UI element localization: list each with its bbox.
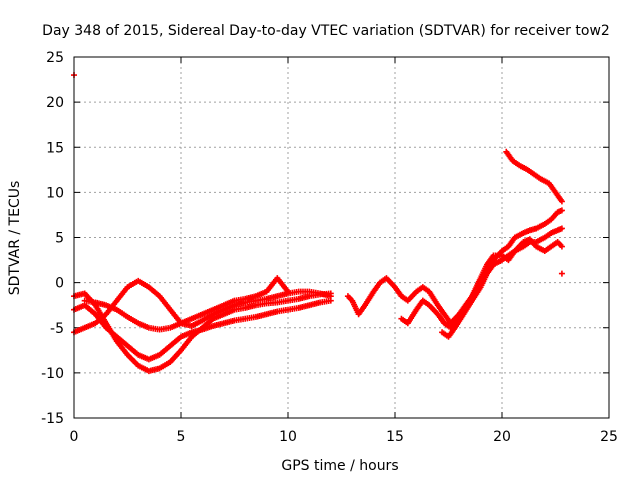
x-tick-label: 10 (279, 429, 297, 445)
y-tick-label: 10 (46, 185, 64, 201)
chart-title: Day 348 of 2015, Sidereal Day-to-day VTE… (42, 23, 610, 39)
data-point-track-f (558, 243, 565, 250)
y-tick-label: -15 (41, 411, 64, 427)
y-tick-label: 20 (46, 95, 64, 111)
y-tick-label: 25 (46, 50, 64, 66)
plot-frame (73, 56, 610, 419)
x-tick-label: 0 (70, 429, 79, 445)
y-tick-label: 15 (46, 140, 64, 156)
data-point-outliers (558, 270, 565, 277)
y-tick-labels: -15 -10 -5 0 5 10 15 20 25 (41, 50, 64, 427)
x-tick-label: 25 (600, 429, 618, 445)
x-tick-label: 5 (177, 429, 186, 445)
data-point-track-h (558, 198, 565, 205)
y-tick-label: 0 (55, 276, 64, 292)
data-point-track-d (285, 288, 291, 295)
x-axis-label: GPS time / hours (281, 458, 398, 474)
x-tick-labels: 0 5 10 15 20 25 (70, 429, 618, 445)
data-points (71, 72, 565, 375)
y-tick-label: -10 (41, 366, 64, 382)
y-tick-label: -5 (50, 321, 64, 337)
data-point-track-e (558, 207, 565, 214)
x-tick-label: 15 (386, 429, 404, 445)
y-axis-label: SDTVAR / TECUs (7, 181, 23, 296)
data-point-track-g (558, 225, 565, 232)
y-tick-label: 5 (55, 231, 64, 247)
x-tick-label: 20 (493, 429, 511, 445)
data-point-track-c (327, 293, 334, 300)
